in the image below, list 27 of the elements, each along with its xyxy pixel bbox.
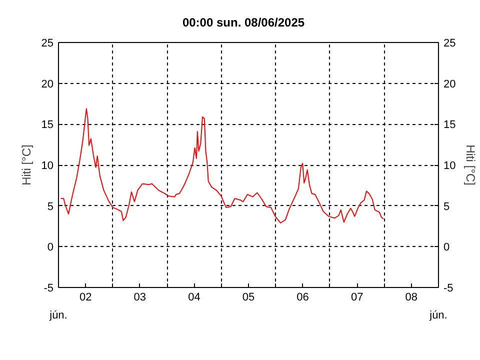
chart-title: 00:00 sun. 08/06/2025 (182, 16, 305, 30)
x-tick-label: 02 (80, 292, 92, 304)
x-tick-label: 07 (350, 292, 364, 304)
y2-tick-label: 20 (444, 78, 456, 90)
y-tick-label: 15 (41, 119, 54, 132)
y-tick-label: 25 (41, 38, 54, 50)
y2-tick-label: 5 (444, 200, 450, 213)
x-tick-label: 03 (134, 292, 146, 304)
y2-tick-label: 25 (444, 38, 456, 50)
x-tick-label: 05 (242, 292, 255, 304)
text: jún. (48, 310, 68, 322)
x-tick-label: 06 (296, 292, 309, 304)
x-tick-label: 08 (405, 292, 418, 304)
text: jún. (428, 310, 448, 322)
y-axis-title: Hiti [°C] (19, 144, 34, 186)
y2-tick-label: 10 (444, 160, 456, 172)
y-tick-label: 0 (47, 242, 54, 254)
y2-tick-label: -5 (444, 282, 454, 294)
x-tick-label: 04 (188, 292, 200, 304)
y-tick-label: 20 (41, 78, 54, 90)
line-series (60, 108, 384, 224)
y-tick-label: 5 (47, 200, 54, 213)
y2-tick-label: 0 (444, 242, 450, 254)
text: Hiti [°C] (464, 144, 478, 186)
y2-tick-label: 15 (444, 119, 456, 132)
y-tick-label: 10 (41, 160, 54, 172)
y-tick-label: -5 (44, 282, 54, 294)
